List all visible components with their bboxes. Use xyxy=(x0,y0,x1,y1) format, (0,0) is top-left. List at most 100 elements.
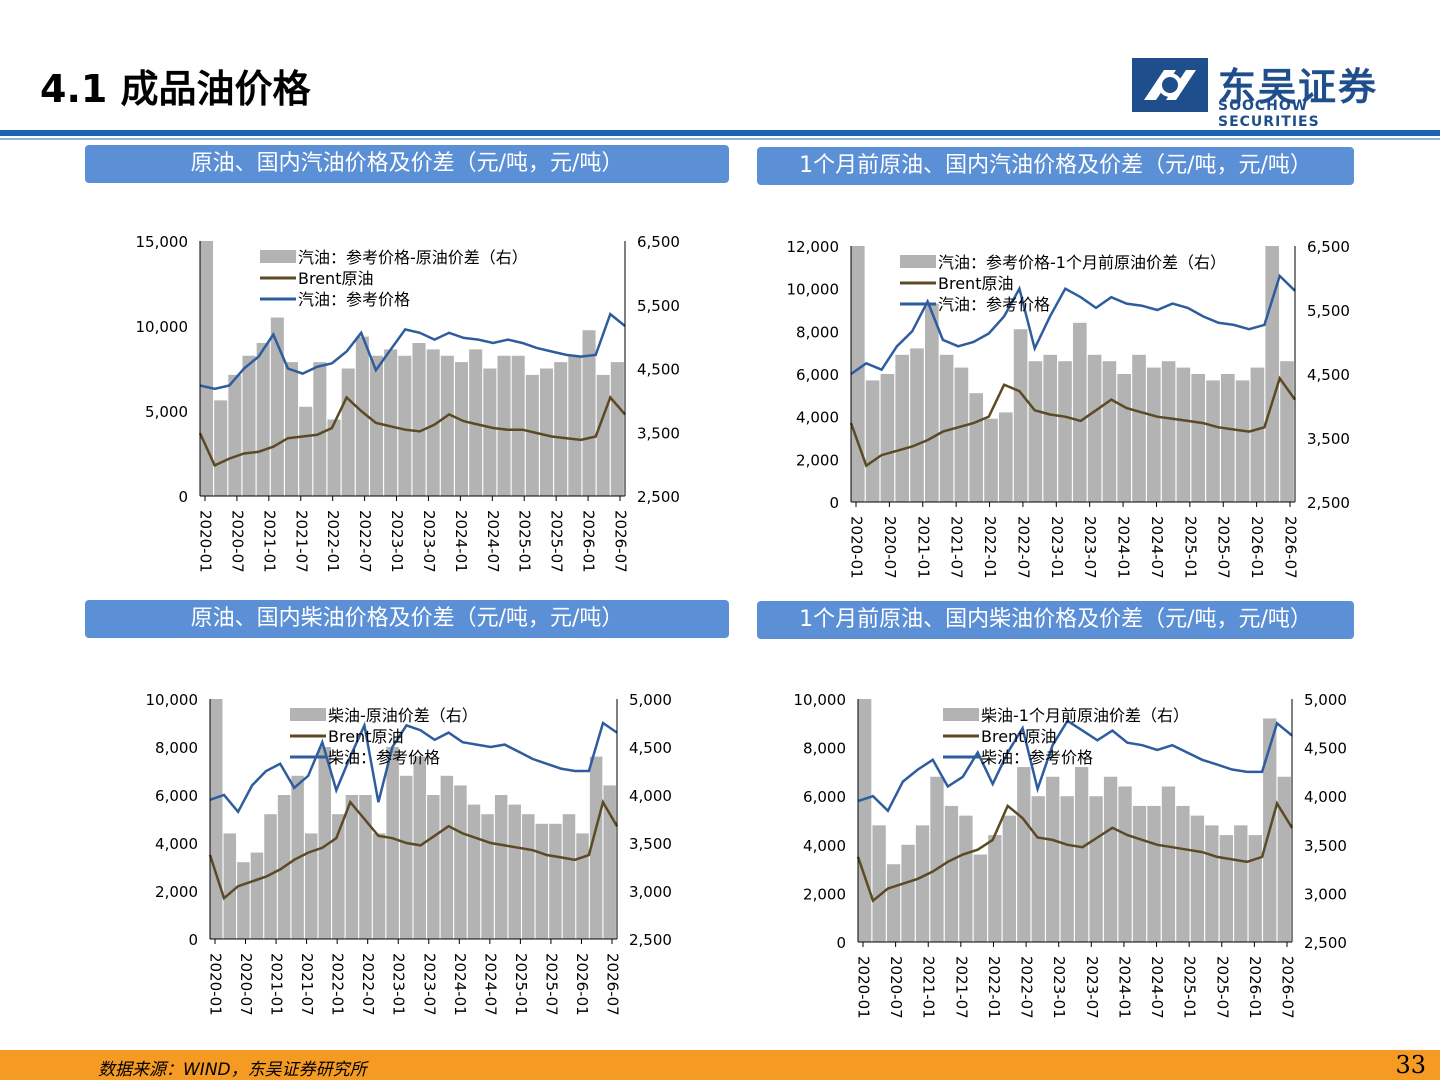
x-tick-label: 2020-01 xyxy=(848,516,866,579)
spread-bar xyxy=(1248,835,1262,942)
spread-bar xyxy=(1046,776,1060,942)
footer-bar: 数据来源：WIND，东吴证券研究所 33 xyxy=(0,1050,1440,1080)
spread-bar xyxy=(1058,361,1072,502)
data-source-note: 数据来源：WIND，东吴证券研究所 xyxy=(98,1060,367,1080)
x-tick-label: 2022-07 xyxy=(359,953,377,1016)
refined-price-line xyxy=(857,719,1293,813)
spread-bar xyxy=(1060,796,1074,942)
right-tick-label: 5,000 xyxy=(1304,691,1347,709)
spread-bar xyxy=(455,362,469,496)
spread-bar xyxy=(483,368,497,496)
left-tick-label: 10,000 xyxy=(787,281,840,299)
x-tick-label: 2021-07 xyxy=(948,516,966,579)
x-tick-label: 2020-07 xyxy=(237,953,255,1016)
spread-bar xyxy=(1089,796,1103,942)
brent-line xyxy=(208,798,619,901)
spread-bar xyxy=(1031,796,1045,942)
spread-bar xyxy=(1132,805,1147,942)
spread-bar xyxy=(1043,354,1058,502)
company-logo: 东吴证券 SOOCHOW SECURITIES xyxy=(1130,56,1405,130)
header-divider xyxy=(0,130,1440,136)
x-tick-label: 2025-01 xyxy=(512,953,530,1016)
right-tick-label: 3,500 xyxy=(1307,430,1350,448)
x-tick-label: 2023-07 xyxy=(420,953,438,1016)
spread-bar xyxy=(999,412,1013,502)
x-tick-label: 2025-01 xyxy=(1181,956,1199,1019)
spread-bar xyxy=(1075,767,1089,942)
x-tick-label: 2026-07 xyxy=(604,953,622,1016)
spread-bar xyxy=(1087,354,1102,502)
spread-bar xyxy=(223,833,237,939)
right-tick-label: 5,000 xyxy=(629,691,672,709)
legend-swatch-spread xyxy=(290,708,326,721)
right-tick-label: 4,500 xyxy=(637,361,680,379)
legend-label: Brent原油 xyxy=(298,269,373,288)
spread-bar xyxy=(858,699,872,942)
x-tick-label: 2020-01 xyxy=(197,510,215,573)
x-tick-label: 2025-01 xyxy=(1181,516,1199,579)
right-tick-label: 2,500 xyxy=(1304,934,1347,952)
spread-bar xyxy=(1190,815,1205,942)
spread-bar xyxy=(228,374,242,496)
x-tick-label: 2023-01 xyxy=(1048,516,1066,579)
brent-line xyxy=(849,375,1297,468)
x-tick-label: 2024-07 xyxy=(481,953,499,1016)
spread-bar xyxy=(370,355,384,496)
x-tick-label: 2023-07 xyxy=(420,510,438,573)
x-tick-label: 2023-07 xyxy=(1083,956,1101,1019)
spread-bar xyxy=(481,814,494,939)
spread-bar xyxy=(549,823,562,939)
spread-bar xyxy=(925,303,939,502)
spread-bar xyxy=(341,368,355,496)
x-tick-label: 2021-01 xyxy=(268,953,286,1016)
x-tick-label: 2021-07 xyxy=(952,956,970,1019)
page-title: 4.1 成品油价格 xyxy=(40,67,311,111)
spread-bar xyxy=(1235,380,1250,502)
spread-bar xyxy=(1176,367,1191,502)
refined-price-line xyxy=(209,720,618,815)
spread-bar xyxy=(427,795,440,939)
x-tick-label: 2022-07 xyxy=(356,510,374,573)
spread-bar xyxy=(1147,805,1161,942)
x-tick-label: 2023-01 xyxy=(388,510,406,573)
legend-label: Brent原油 xyxy=(938,274,1013,293)
spread-bar xyxy=(954,367,969,502)
x-tick-label: 2023-01 xyxy=(1050,956,1068,1019)
spread-bar xyxy=(596,374,610,496)
x-tick-label: 2022-01 xyxy=(329,953,347,1016)
spread-bar xyxy=(508,804,521,939)
spread-bar xyxy=(237,862,250,939)
x-tick-label: 2026-07 xyxy=(1282,516,1300,579)
spread-bar xyxy=(285,362,299,496)
left-tick-label: 6,000 xyxy=(155,787,198,805)
spread-bar xyxy=(984,418,998,502)
brent-line xyxy=(856,800,1294,903)
spread-bar xyxy=(497,355,511,496)
spread-bar xyxy=(494,795,508,939)
x-tick-label: 2022-01 xyxy=(985,956,1003,1019)
spread-bar xyxy=(270,317,284,496)
spread-bar xyxy=(944,805,959,942)
legend-label: 柴油-原油价差（右） xyxy=(328,706,478,725)
spread-bar xyxy=(930,776,944,942)
spread-bar xyxy=(522,814,535,939)
spread-bar xyxy=(1221,374,1235,502)
spread-bar xyxy=(413,756,426,939)
spread-bar xyxy=(865,380,880,502)
spread-bar xyxy=(454,785,467,939)
right-tick-label: 2,500 xyxy=(637,488,680,506)
chart-diesel-lagged-spread: 10,000 8,000 6,000 4,000 2,000 0 5,000 4,500 4,0… xyxy=(794,691,1347,1019)
right-tick-label: 5,500 xyxy=(637,297,680,315)
spread-bar xyxy=(1103,776,1118,942)
spread-bar xyxy=(332,814,345,939)
right-tick-label: 4,500 xyxy=(1307,366,1350,384)
spread-bar xyxy=(610,362,624,496)
spread-bar xyxy=(535,823,549,939)
spread-bar xyxy=(242,355,256,496)
spread-bar xyxy=(1013,329,1028,502)
spread-bar xyxy=(568,355,582,496)
right-tick-label: 3,500 xyxy=(637,424,680,442)
soochow-logo-icon xyxy=(1132,58,1208,112)
spread-bar xyxy=(398,355,412,496)
chart-gasoline-lagged-spread: 12,000 10,000 8,000 6,000 4,000 2,000 0 6,500 5,… xyxy=(787,238,1350,579)
